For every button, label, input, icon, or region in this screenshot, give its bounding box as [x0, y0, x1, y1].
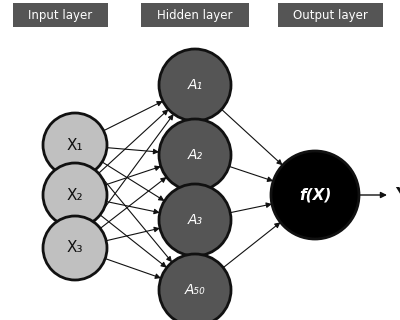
Text: A₃: A₃: [188, 213, 202, 227]
FancyBboxPatch shape: [278, 3, 382, 27]
Circle shape: [43, 163, 107, 227]
Circle shape: [159, 254, 231, 320]
Text: A₅₀: A₅₀: [185, 283, 205, 297]
Text: A₁: A₁: [188, 78, 202, 92]
Circle shape: [43, 113, 107, 177]
Circle shape: [43, 216, 107, 280]
Circle shape: [271, 151, 359, 239]
Circle shape: [159, 119, 231, 191]
Text: A₂: A₂: [188, 148, 202, 162]
FancyBboxPatch shape: [12, 3, 108, 27]
Circle shape: [159, 184, 231, 256]
Text: X₂: X₂: [67, 188, 83, 203]
Text: f(X): f(X): [299, 188, 331, 203]
Text: X₃: X₃: [67, 241, 83, 255]
Circle shape: [159, 49, 231, 121]
Text: Hidden layer: Hidden layer: [157, 9, 233, 21]
FancyBboxPatch shape: [141, 3, 249, 27]
Text: Y: Y: [395, 186, 400, 204]
Text: X₁: X₁: [67, 138, 83, 153]
Text: Output layer: Output layer: [292, 9, 368, 21]
Text: Input layer: Input layer: [28, 9, 92, 21]
